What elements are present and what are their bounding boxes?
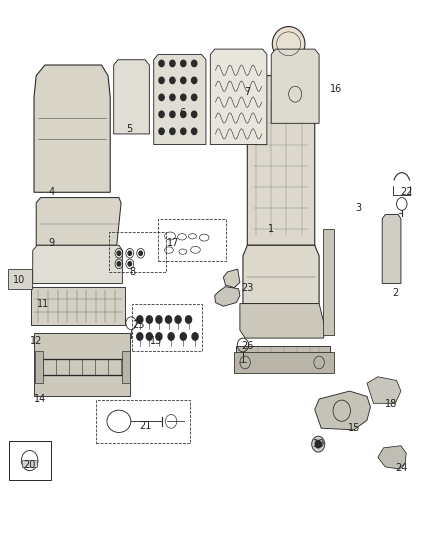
- Bar: [237, 346, 330, 367]
- Text: 24: 24: [396, 463, 408, 473]
- Text: 15: 15: [348, 423, 360, 433]
- Circle shape: [137, 316, 143, 323]
- Circle shape: [170, 77, 175, 84]
- Circle shape: [170, 128, 175, 134]
- Text: 17: 17: [167, 238, 180, 248]
- Circle shape: [191, 111, 197, 117]
- Circle shape: [181, 77, 186, 84]
- Bar: [158, 219, 226, 261]
- Circle shape: [139, 251, 142, 255]
- Circle shape: [117, 251, 120, 255]
- Text: 14: 14: [35, 394, 47, 404]
- Text: 13: 13: [150, 336, 162, 346]
- Polygon shape: [33, 245, 122, 284]
- Circle shape: [156, 333, 162, 340]
- Text: 25: 25: [132, 320, 145, 330]
- Polygon shape: [154, 54, 206, 144]
- Circle shape: [181, 94, 186, 101]
- Circle shape: [191, 128, 197, 134]
- Circle shape: [137, 333, 143, 340]
- Circle shape: [156, 316, 162, 323]
- Polygon shape: [378, 446, 406, 469]
- Text: 3: 3: [355, 203, 361, 213]
- Text: 19: 19: [313, 439, 325, 449]
- Circle shape: [185, 316, 191, 323]
- Polygon shape: [223, 269, 240, 288]
- Circle shape: [170, 60, 175, 67]
- Circle shape: [191, 94, 197, 101]
- Bar: [132, 304, 201, 351]
- Circle shape: [181, 60, 186, 67]
- Circle shape: [146, 316, 152, 323]
- Polygon shape: [247, 76, 315, 245]
- Bar: [234, 352, 334, 373]
- Circle shape: [315, 440, 321, 448]
- Circle shape: [192, 333, 198, 340]
- Bar: [34, 333, 130, 397]
- Circle shape: [159, 60, 164, 67]
- Text: 7: 7: [244, 86, 251, 96]
- Text: 5: 5: [127, 124, 133, 134]
- Text: 16: 16: [330, 84, 343, 94]
- Bar: [22, 459, 37, 467]
- Text: 22: 22: [400, 187, 413, 197]
- Circle shape: [128, 262, 131, 266]
- Text: 2: 2: [392, 288, 399, 298]
- Bar: [31, 287, 124, 325]
- Bar: [8, 269, 32, 289]
- Circle shape: [146, 333, 152, 340]
- Circle shape: [117, 262, 120, 266]
- Bar: [96, 400, 190, 442]
- Text: 12: 12: [30, 336, 42, 346]
- Circle shape: [175, 316, 181, 323]
- Text: 1: 1: [268, 224, 274, 235]
- Text: 6: 6: [179, 108, 185, 118]
- Polygon shape: [367, 377, 401, 403]
- Text: 18: 18: [385, 399, 397, 409]
- Polygon shape: [315, 391, 371, 430]
- Polygon shape: [243, 245, 319, 304]
- Circle shape: [170, 94, 175, 101]
- Text: 20: 20: [24, 461, 36, 470]
- Bar: [110, 232, 166, 272]
- Bar: [35, 351, 43, 383]
- Polygon shape: [114, 60, 149, 134]
- Ellipse shape: [272, 27, 305, 61]
- Text: 10: 10: [13, 274, 25, 285]
- Circle shape: [180, 333, 186, 340]
- Polygon shape: [210, 49, 267, 144]
- Polygon shape: [215, 287, 240, 306]
- Circle shape: [159, 111, 164, 117]
- Circle shape: [128, 251, 131, 255]
- Circle shape: [168, 333, 174, 340]
- Text: 21: 21: [139, 421, 151, 431]
- Polygon shape: [382, 215, 401, 284]
- Polygon shape: [34, 65, 110, 192]
- Polygon shape: [271, 49, 319, 123]
- Bar: [323, 229, 334, 335]
- Circle shape: [191, 60, 197, 67]
- Text: 9: 9: [48, 238, 54, 248]
- Bar: [122, 351, 130, 383]
- Text: 4: 4: [48, 187, 54, 197]
- Circle shape: [312, 436, 325, 452]
- Circle shape: [159, 128, 164, 134]
- Text: 11: 11: [37, 298, 49, 309]
- Polygon shape: [36, 198, 121, 245]
- Circle shape: [181, 111, 186, 117]
- Polygon shape: [240, 304, 325, 338]
- Circle shape: [166, 316, 172, 323]
- Text: 8: 8: [129, 267, 135, 277]
- Text: 26: 26: [241, 341, 254, 351]
- Bar: [9, 441, 50, 480]
- Circle shape: [159, 94, 164, 101]
- Text: 23: 23: [241, 282, 254, 293]
- Circle shape: [159, 77, 164, 84]
- Circle shape: [181, 128, 186, 134]
- Circle shape: [170, 111, 175, 117]
- Circle shape: [191, 77, 197, 84]
